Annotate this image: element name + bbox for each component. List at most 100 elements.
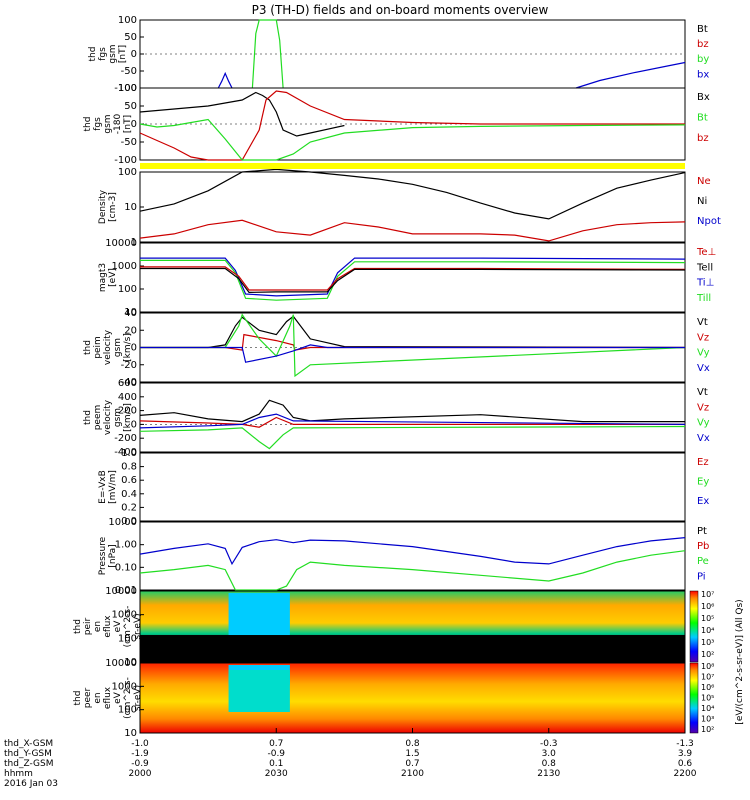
series-line-Vz xyxy=(139,416,685,428)
y-tick-label: 0.10 xyxy=(115,562,137,573)
legend-Ey: Ey xyxy=(697,476,709,487)
colorbar: 10⁷10⁶10⁵10⁴10³10²10⁸10⁷10⁶10⁵10⁴10³10²[… xyxy=(689,590,745,734)
y-tick-label: 10 xyxy=(124,202,137,213)
legend-Te⊥: Te⊥ xyxy=(696,247,716,258)
series-line-Pi xyxy=(139,537,686,566)
colorbar-tick-label: 10² xyxy=(701,725,714,734)
y-axis-label: velocity xyxy=(103,399,113,435)
x-tick-value: 0.7 xyxy=(405,759,419,769)
y-axis-label: [cm-3] xyxy=(108,192,118,222)
y-axis-label: thd xyxy=(73,619,83,634)
x-row-label: thd_Y-GSM xyxy=(4,749,52,759)
x-tick-value: 2130 xyxy=(537,769,560,779)
y-axis-label: gsm xyxy=(103,114,113,133)
panel-efield: 1.0 0.8 0.6 0.4 0.2 0.0 E=-VxB [mV/m] Ez Ey Ex xyxy=(98,448,709,527)
y-axis-label: en xyxy=(93,692,103,703)
y-axis-label: (cm^2-s- xyxy=(123,677,133,719)
y-axis-label: thd xyxy=(83,117,93,132)
colorbar-tick-label: 10⁷ xyxy=(701,590,714,599)
y-tick-label: 200 xyxy=(118,406,137,417)
y-tick-label: 1 xyxy=(131,237,137,248)
x-tick-value: 0.7 xyxy=(269,739,283,749)
x-tick-value: 2000 xyxy=(129,769,152,779)
y-axis-label: peer xyxy=(83,687,93,708)
x-tick-value: 3.9 xyxy=(678,749,693,759)
panel-ion_spec: 10000 1000 100 10 thd peir en eflux eV (cm^2-s-sr… xyxy=(73,586,686,668)
y-axis-label: gsm xyxy=(113,338,123,357)
y-tick-label: 1000 xyxy=(112,610,137,621)
y-axis-label: [nT] xyxy=(118,45,128,63)
x-tick-value: -0.9 xyxy=(267,749,285,759)
y-axis-label: thd xyxy=(73,691,83,706)
x-tick-value: -0.3 xyxy=(540,739,558,749)
legend-Ti⊥: Ti⊥ xyxy=(696,278,714,289)
panel-ele_spec: 10000 1000 100 10 thd peer en eflux eV (cm^2-s-sr… xyxy=(73,658,686,739)
y-tick-label: -100 xyxy=(114,155,137,166)
y-axis-label: gsm xyxy=(113,408,123,427)
y-axis-label: [nPa] xyxy=(108,544,118,567)
y-tick-label: 1.0 xyxy=(121,448,137,459)
y-axis-label: [km/s] xyxy=(123,403,133,432)
y-axis-label: thd xyxy=(83,410,93,425)
legend-Vt: Vt xyxy=(697,387,708,398)
legend-Pt: Pt xyxy=(697,526,707,537)
y-axis-label: [nT] xyxy=(123,115,133,133)
y-tick-label: 10 xyxy=(124,307,137,318)
y-axis-label: thd xyxy=(83,340,93,355)
series-line-Pe xyxy=(139,550,686,591)
colorbar-ion xyxy=(689,590,699,663)
series-line-Till xyxy=(140,259,686,301)
panel-density: 100 10 1 Density [cm-3] Ne Ni Npot xyxy=(98,167,721,248)
legend-Vy: Vy xyxy=(697,418,710,429)
y-tick-label: 10000 xyxy=(105,586,137,597)
legend-bz: bz xyxy=(697,133,709,144)
colorbar-tick-label: 10³ xyxy=(701,715,714,724)
y-tick-label: 100 xyxy=(118,633,137,644)
legend-Vx: Vx xyxy=(697,433,710,444)
y-axis-label: gsm xyxy=(108,44,118,63)
y-axis-label: en xyxy=(93,621,103,632)
panel-veli: 40 20 0 -20 -40 thd peim velocity gsm [km/s] Vt Vz V… xyxy=(83,308,710,388)
series-line-Vx xyxy=(140,344,685,363)
colorbar-tick-label: 10² xyxy=(701,650,714,659)
y-axis-label: eV xyxy=(113,691,123,704)
legend-Ne: Ne xyxy=(697,176,711,187)
y-axis-label: eV xyxy=(113,620,123,633)
y-axis-label: fgs xyxy=(93,117,103,131)
y-tick-label: 0.4 xyxy=(121,489,137,500)
y-tick-label: 100 xyxy=(118,167,137,178)
y-tick-label: 1000 xyxy=(112,261,137,272)
colorbar-tick-label: 10⁶ xyxy=(701,683,714,692)
y-tick-label: -50 xyxy=(121,137,137,148)
y-tick-label: 600 xyxy=(118,378,137,389)
legend-Ez: Ez xyxy=(697,457,709,468)
legend-bx: bx xyxy=(697,69,709,80)
y-tick-label: 20 xyxy=(124,325,137,336)
panel-temp: 10000 1000 100 10 magt3 [eV] Te⊥ Tell Ti⊥ Till xyxy=(98,238,716,318)
y-tick-label: 50 xyxy=(124,101,137,112)
colorbar-tick-label: 10⁷ xyxy=(701,673,714,682)
y-axis-label: eflux xyxy=(103,615,113,638)
y-axis-label: [km/s] xyxy=(123,333,133,362)
series-line-Ti⊥ xyxy=(140,257,686,297)
y-tick-label: 50 xyxy=(124,32,137,43)
series-line-Vy xyxy=(139,425,686,450)
y-tick-label: 0.6 xyxy=(121,475,137,486)
legend-Vz: Vz xyxy=(697,332,709,343)
legend-Tell: Tell xyxy=(696,262,713,273)
y-tick-label: -40 xyxy=(121,377,137,388)
colorbar-tick-label: 10⁵ xyxy=(701,614,714,623)
legend-Pi: Pi xyxy=(697,571,706,582)
colorbar-label: [eV/(cm^2-s-sr-eV)] (All Qs) xyxy=(735,599,745,724)
panel-frame xyxy=(139,521,686,591)
panel-vele: 600 400 200 0 -200 -400 thd peem velocity gsm [km/… xyxy=(83,378,710,458)
legend-Vy: Vy xyxy=(697,348,710,359)
y-axis-label: velocity xyxy=(103,329,113,365)
series-line-Vt xyxy=(139,399,685,423)
series-line-by xyxy=(251,19,284,89)
spectrogram-background xyxy=(140,663,685,733)
figure-title: P3 (TH-D) fields and on-board moments ov… xyxy=(252,3,549,17)
y-tick-label: 100 xyxy=(118,15,137,26)
